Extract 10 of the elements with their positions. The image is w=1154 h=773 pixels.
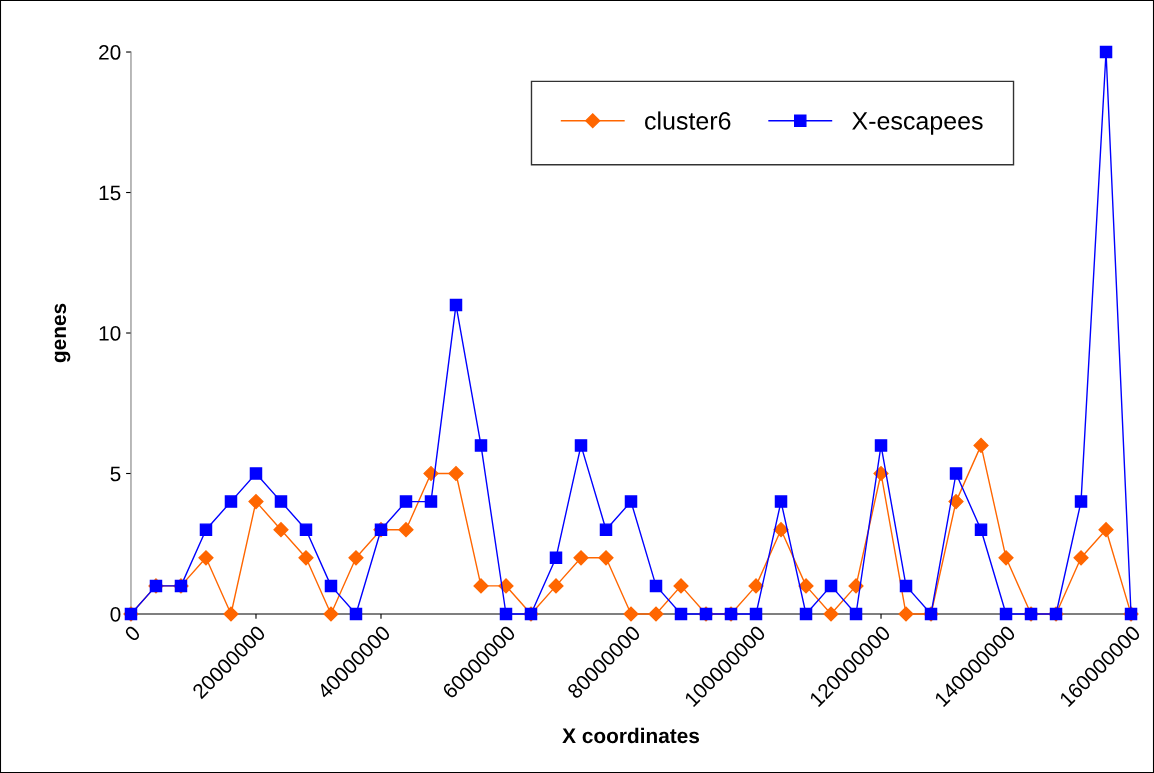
- y-axis-title: genes: [54, 303, 71, 363]
- x-axis-title: X coordinates: [562, 727, 700, 744]
- y-tick-label: 5: [110, 466, 121, 482]
- y-tick-label: 20: [99, 45, 121, 60]
- legend-label: cluster6: [645, 111, 731, 130]
- y-tick-label: 0: [110, 607, 121, 622]
- legend-label: X-escapees: [852, 112, 983, 135]
- y-tick-label: 10: [99, 326, 121, 341]
- y-tick-label: 15: [99, 185, 121, 201]
- x-tick-label: 0: [123, 624, 142, 643]
